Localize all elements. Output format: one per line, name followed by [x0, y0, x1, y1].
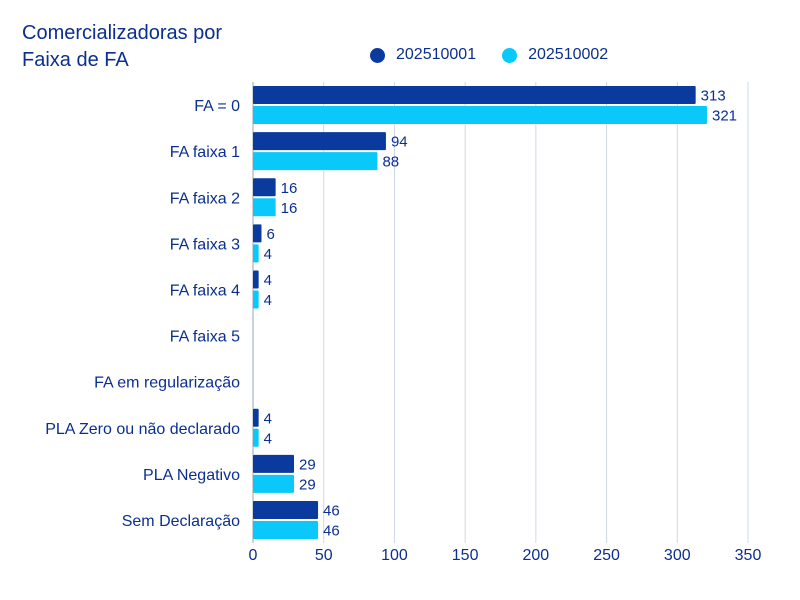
bar-series-2: [253, 198, 276, 217]
x-tick-label: 100: [381, 547, 408, 564]
data-label: 88: [382, 154, 399, 171]
data-label: 4: [264, 430, 272, 447]
x-tick-label: 350: [735, 547, 762, 564]
data-label: 6: [266, 226, 274, 243]
legend-label-series-1: 202510001: [396, 46, 477, 63]
y-tick-label: PLA Negativo: [143, 467, 240, 484]
y-tick-label: FA em regularização: [94, 375, 240, 392]
y-tick-label: FA faixa 4: [170, 282, 240, 299]
data-label: 4: [264, 410, 272, 427]
bar-series-1: [253, 454, 295, 473]
x-tick-label: 300: [664, 547, 691, 564]
chart-legend: 202510001 202510002: [370, 44, 634, 66]
bar-series-1: [253, 132, 386, 151]
y-tick-label: FA faixa 5: [170, 329, 240, 346]
data-label: 29: [299, 456, 316, 473]
x-tick-label: 200: [523, 547, 550, 564]
y-tick-label: Sem Declaração: [122, 513, 240, 530]
data-label: 16: [281, 200, 298, 217]
data-label: 4: [264, 272, 272, 289]
bar-series-2: [253, 428, 259, 447]
data-label: 94: [391, 134, 408, 151]
bar-series-1: [253, 270, 259, 289]
chart-title: Comercializadoras por Faixa de FA: [22, 22, 223, 71]
bar-series-1: [253, 224, 262, 243]
bar-series-1: [253, 408, 259, 427]
legend-label-series-2: 202510002: [528, 46, 609, 63]
data-label: 46: [323, 502, 340, 519]
data-label: 321: [712, 108, 737, 125]
legend-item-series-1: 202510001: [370, 46, 476, 64]
x-tick-label: 0: [249, 547, 258, 564]
bar-series-2: [253, 244, 259, 263]
bar-series-2: [253, 152, 378, 171]
bar-series-2: [253, 106, 707, 125]
bar-series-2: [253, 474, 295, 493]
bar-series-1: [253, 500, 319, 519]
x-tick-label: 50: [315, 547, 333, 564]
data-label: 16: [281, 180, 298, 197]
data-label: 46: [323, 522, 340, 539]
y-tick-label: PLA Zero ou não declarado: [45, 421, 240, 438]
legend-marker-series-2: [502, 47, 518, 63]
data-label: 4: [264, 246, 272, 263]
data-label: 29: [299, 476, 316, 493]
legend-marker-series-1: [370, 47, 385, 63]
bar-series-2: [253, 290, 259, 309]
bar-series-1: [253, 178, 276, 197]
data-label: 4: [264, 292, 272, 309]
legend-item-series-2: 202510002: [502, 46, 608, 64]
bar-series-2: [253, 520, 319, 539]
y-tick-label: FA faixa 2: [170, 190, 240, 207]
x-tick-label: 250: [593, 547, 620, 564]
bar-series-1: [253, 86, 696, 105]
y-tick-label: FA = 0: [194, 98, 240, 115]
y-tick-label: FA faixa 1: [170, 144, 240, 161]
x-tick-label: 150: [452, 547, 479, 564]
y-tick-label: FA faixa 3: [170, 236, 240, 253]
data-label: 313: [701, 88, 726, 105]
